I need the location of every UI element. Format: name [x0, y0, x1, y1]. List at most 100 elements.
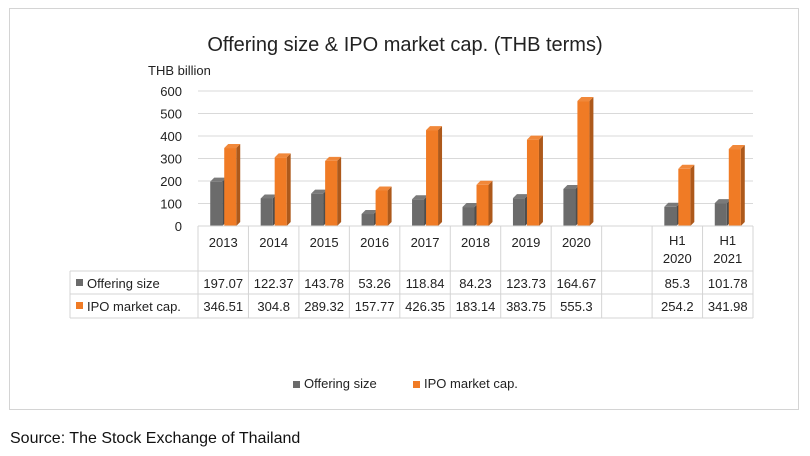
- bar: [728, 145, 745, 226]
- bar: [462, 203, 479, 226]
- bar-side: [236, 144, 241, 226]
- chart-svg: Offering size & IPO market cap. (THB ter…: [69, 34, 754, 391]
- legend-key: [413, 381, 420, 388]
- bar-top: [476, 180, 493, 185]
- bar-front: [311, 193, 324, 226]
- unit-label: THB billion: [148, 63, 211, 78]
- bar-top: [678, 164, 695, 169]
- bar: [325, 156, 342, 226]
- legend-item: Offering size: [293, 376, 377, 391]
- bar: [224, 144, 241, 226]
- bar-top: [361, 210, 378, 215]
- bar-top: [512, 194, 529, 199]
- bar-top: [325, 156, 342, 161]
- bar-top: [311, 189, 328, 194]
- bar-front: [426, 130, 439, 226]
- x-tick-label: 2021: [713, 251, 742, 266]
- bar-front: [664, 206, 677, 226]
- x-tick-label: 2016: [360, 235, 389, 250]
- y-tick-label: 100: [160, 197, 182, 212]
- bar: [210, 177, 227, 226]
- bar-front: [361, 214, 374, 226]
- source-note: Source: The Stock Exchange of Thailand: [10, 430, 301, 447]
- bar-side: [740, 145, 745, 226]
- bar-top: [728, 145, 745, 150]
- bar: [512, 194, 529, 226]
- x-tick-label: 2018: [461, 235, 490, 250]
- legend-key: [293, 381, 300, 388]
- data-label: 85.3: [665, 276, 690, 291]
- data-label: 341.98: [708, 299, 748, 314]
- bar-top: [224, 144, 241, 149]
- data-label: 254.2: [661, 299, 694, 314]
- data-label: 101.78: [708, 276, 748, 291]
- bar: [274, 153, 291, 226]
- bar: [476, 180, 493, 226]
- bar-front: [462, 207, 475, 226]
- x-tick-label: 2017: [411, 235, 440, 250]
- y-tick-label: 300: [160, 152, 182, 167]
- data-label: 164.67: [557, 276, 597, 291]
- bar-top: [577, 97, 594, 102]
- bar-top: [260, 194, 277, 199]
- bar-front: [260, 198, 273, 226]
- bar-top: [412, 195, 429, 200]
- chart-frame: Offering size & IPO market cap. (THB ter…: [9, 8, 799, 410]
- bar-front: [375, 190, 388, 226]
- bar-front: [728, 149, 741, 226]
- x-tick-label: 2019: [511, 235, 540, 250]
- data-label: 143.78: [304, 276, 344, 291]
- bar-front: [512, 198, 525, 226]
- bar-front: [224, 148, 237, 226]
- legend-label: Offering size: [304, 376, 377, 391]
- bar-top: [462, 203, 479, 208]
- bar: [563, 184, 580, 226]
- data-label: 53.26: [358, 276, 391, 291]
- chart-title: Offering size & IPO market cap. (THB ter…: [207, 34, 602, 56]
- bar-front: [412, 199, 425, 226]
- legend-label: IPO market cap.: [424, 376, 518, 391]
- x-tick-label: 2020: [663, 251, 692, 266]
- bar: [714, 199, 731, 226]
- table-series-name: Offering size: [87, 276, 160, 291]
- bar: [664, 202, 681, 226]
- bar-top: [664, 202, 681, 207]
- bar-side: [690, 164, 695, 226]
- bar: [678, 164, 695, 226]
- data-label: 118.84: [406, 276, 445, 291]
- bar-top: [426, 126, 443, 131]
- bar: [412, 195, 429, 226]
- bar: [311, 189, 328, 226]
- data-label: 304.8: [257, 299, 290, 314]
- bar-front: [274, 157, 287, 226]
- bar: [375, 186, 392, 226]
- table-legend-key: [76, 302, 83, 309]
- bar: [426, 126, 443, 226]
- bar-top: [714, 199, 731, 204]
- bar-side: [387, 186, 392, 226]
- data-label: 346.51: [203, 299, 243, 314]
- bar-top: [375, 186, 392, 191]
- bar: [361, 210, 378, 226]
- y-tick-label: 400: [160, 129, 182, 144]
- bar-side: [286, 153, 291, 226]
- bar-front: [563, 188, 576, 226]
- y-tick-label: 200: [160, 174, 182, 189]
- bar-front: [577, 101, 590, 226]
- x-tick-label: 2014: [259, 235, 288, 250]
- bar-side: [438, 126, 443, 226]
- bar-top: [526, 135, 543, 140]
- data-label: 183.14: [456, 299, 496, 314]
- bar-top: [210, 177, 227, 182]
- bar-front: [714, 203, 727, 226]
- bar-side: [337, 156, 342, 226]
- x-tick-label: 2013: [209, 235, 238, 250]
- data-label: 383.75: [506, 299, 546, 314]
- data-label: 197.07: [203, 276, 243, 291]
- bar-front: [678, 168, 691, 226]
- bar-top: [274, 153, 291, 158]
- bar: [526, 135, 543, 226]
- y-tick-label: 500: [160, 107, 182, 122]
- bar-side: [589, 97, 594, 227]
- legend-item: IPO market cap.: [413, 376, 518, 391]
